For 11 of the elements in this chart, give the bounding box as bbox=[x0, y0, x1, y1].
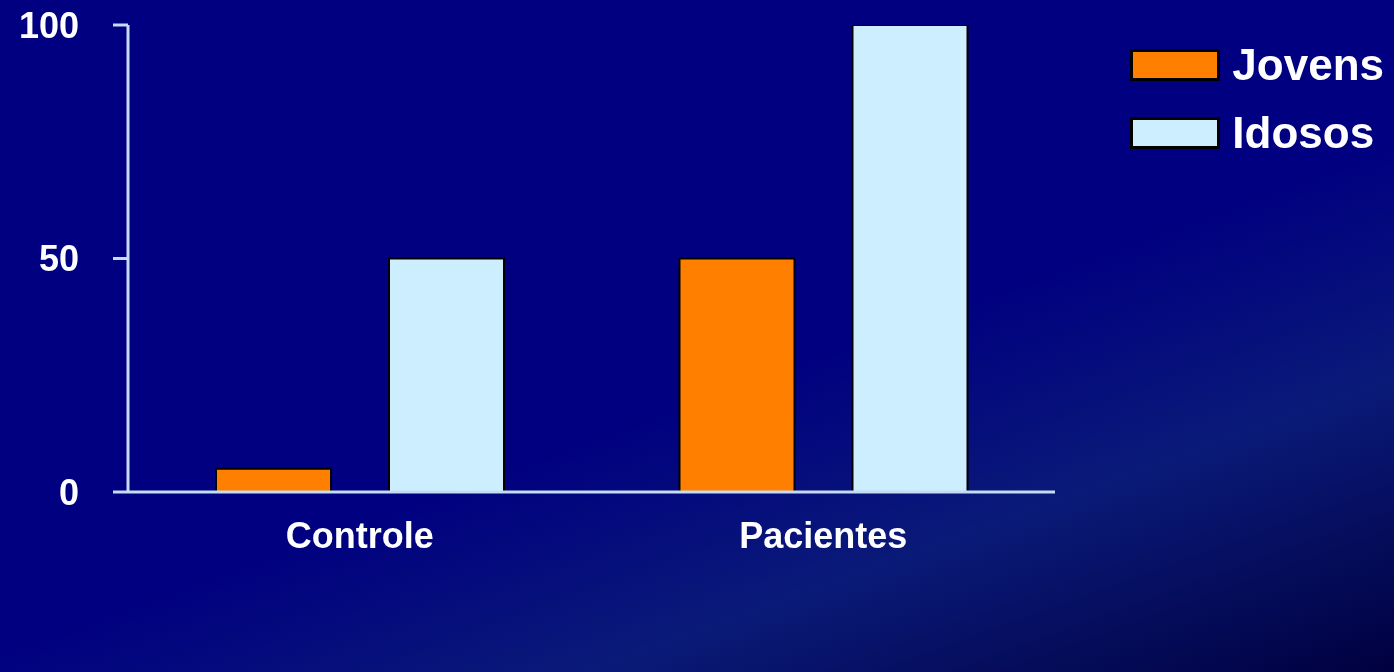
bar bbox=[388, 257, 505, 492]
y-tick-label: 100 bbox=[18, 4, 79, 46]
x-tick-label: Pacientes bbox=[739, 514, 908, 556]
bar bbox=[215, 467, 332, 492]
x-tick-label: Controle bbox=[285, 514, 434, 556]
y-tick-label: 0 bbox=[58, 471, 79, 513]
legend-label: Idosos bbox=[1232, 108, 1375, 158]
y-tick-label: 50 bbox=[38, 238, 79, 280]
bar bbox=[851, 25, 969, 492]
legend-label: Jovens bbox=[1232, 40, 1384, 90]
bar bbox=[678, 257, 796, 492]
